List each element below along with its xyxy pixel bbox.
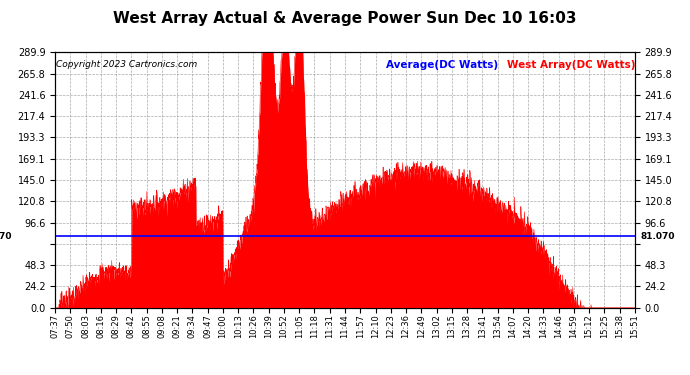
Text: Copyright 2023 Cartronics.com: Copyright 2023 Cartronics.com <box>57 60 197 69</box>
Text: 81.070: 81.070 <box>640 232 675 241</box>
Text: Average(DC Watts): Average(DC Watts) <box>386 60 497 70</box>
Text: West Array(DC Watts): West Array(DC Watts) <box>507 60 635 70</box>
Text: West Array Actual & Average Power Sun Dec 10 16:03: West Array Actual & Average Power Sun De… <box>113 11 577 26</box>
Text: 81.070: 81.070 <box>0 232 12 241</box>
